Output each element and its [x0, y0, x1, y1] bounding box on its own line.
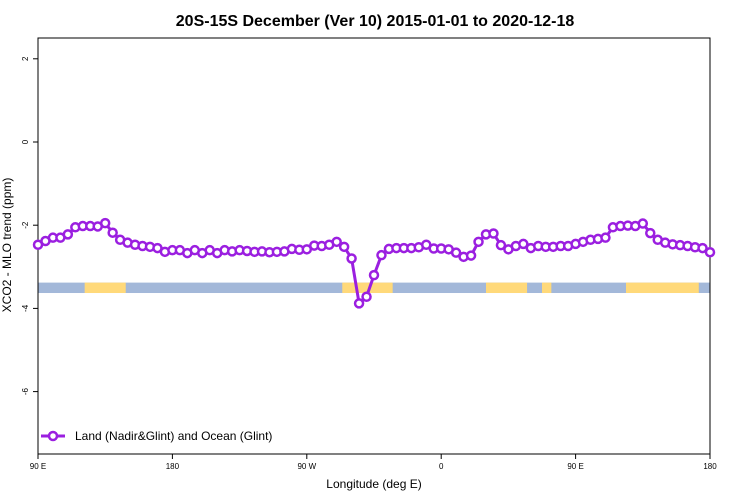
land-segment	[84, 282, 126, 294]
x-tick-label: 180	[166, 462, 180, 471]
x-tick-label: 180	[703, 462, 717, 471]
y-tick-label: 0	[21, 139, 30, 144]
data-point	[518, 238, 529, 250]
y-axis: 2 0 -2 -4 -6	[21, 56, 38, 395]
land-segment	[542, 282, 552, 294]
legend-marker	[47, 430, 59, 442]
data-point	[353, 298, 365, 309]
data-point	[368, 269, 380, 281]
land-segment	[486, 282, 528, 294]
data-point	[697, 242, 708, 254]
x-tick-label: 0	[439, 462, 444, 471]
data-point	[331, 236, 342, 248]
data-point	[376, 249, 387, 261]
data-point	[645, 227, 656, 239]
data-point	[338, 241, 350, 253]
x-tick-label: 90 E	[567, 462, 583, 471]
legend-label: Land (Nadir&Glint) and Ocean (Glint)	[75, 429, 272, 443]
x-tick-label: 90 E	[30, 462, 46, 471]
legend: Land (Nadir&Glint) and Ocean (Glint)	[41, 429, 272, 443]
y-axis-label: XCO2 - MLO trend (ppm)	[0, 178, 14, 313]
x-axis: 90 E 180 90 W 0 90 E 180	[30, 454, 717, 471]
data-point	[450, 247, 462, 258]
data-point	[62, 229, 74, 240]
data-point	[637, 218, 649, 229]
data-point	[473, 236, 484, 248]
data-point	[495, 239, 507, 251]
y-tick-label: -2	[21, 221, 30, 229]
data-point	[465, 250, 477, 261]
land-segment	[626, 282, 699, 294]
data-point	[346, 253, 357, 264]
y-tick-label: -6	[21, 387, 30, 395]
series-layer	[32, 217, 716, 309]
coverage-band	[38, 282, 710, 294]
data-point	[600, 232, 611, 243]
y-tick-label: -4	[21, 304, 30, 312]
data-point	[704, 246, 716, 258]
data-point	[107, 227, 118, 238]
data-point	[99, 217, 111, 229]
data-point	[488, 228, 499, 239]
data-point	[361, 291, 372, 303]
y-tick-label: 2	[21, 56, 30, 61]
chart-title: 20S-15S December (Ver 10) 2015-01-01 to …	[176, 13, 575, 30]
x-tick-label: 90 W	[297, 462, 316, 471]
x-axis-label: Longitude (deg E)	[326, 477, 421, 491]
land-segment	[342, 282, 393, 294]
